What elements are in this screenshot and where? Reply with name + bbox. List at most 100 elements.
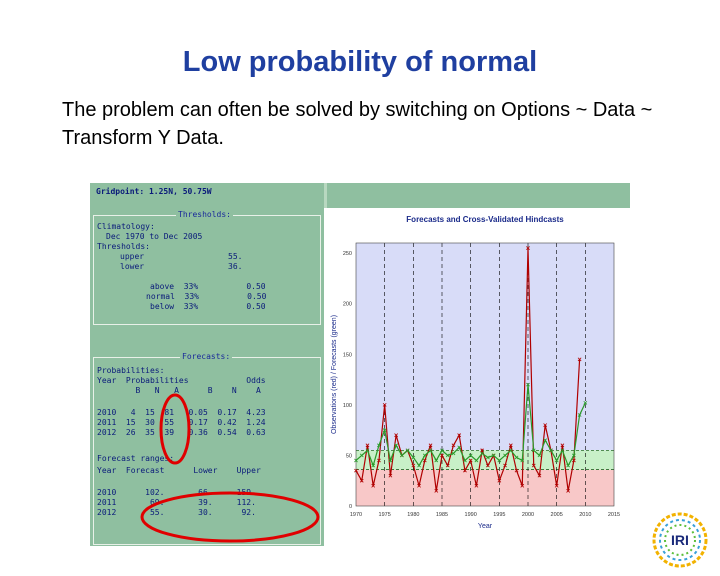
- series-0-point: [468, 458, 473, 463]
- series-1-point: [577, 413, 582, 417]
- x-tick-label: 1975: [379, 512, 391, 518]
- series-0-point: [365, 443, 370, 448]
- series-1-point: [508, 448, 513, 453]
- series-1-point: [434, 458, 439, 463]
- forecasts-box: Forecasts: Probabilities: Year Probabili…: [93, 352, 321, 545]
- range-row-2012: 2012 55. 30. 92.: [97, 508, 256, 517]
- series-0-point: [417, 483, 421, 488]
- normal-probability-highlight: [159, 393, 191, 465]
- series-1-point: [405, 448, 410, 453]
- x-axis-label: Year: [478, 523, 493, 530]
- series-1-point: [428, 448, 433, 453]
- iri-logo-icon: IRI: [652, 512, 708, 568]
- thresholds-heading: Thresholds:: [176, 210, 233, 220]
- series-1-point: [468, 453, 473, 458]
- forecasts-heading: Forecasts:: [180, 352, 233, 362]
- series-0-point: [434, 488, 439, 493]
- series-0-point: [394, 433, 399, 438]
- series-1-point: [497, 458, 502, 463]
- series-1-point: [554, 458, 559, 463]
- series-0-point: [463, 468, 467, 473]
- y-tick-label: 150: [343, 352, 352, 358]
- series-1-point: [474, 458, 479, 463]
- series-0-point: [411, 463, 416, 468]
- probabilities-subheader: B N A B N A: [97, 386, 261, 395]
- series-0-point: [526, 246, 530, 250]
- series-0-point: [457, 433, 462, 438]
- below-normal-band: [356, 469, 614, 506]
- series-0-point: [577, 357, 582, 362]
- forecast-ranges-label: Forecast ranges:: [97, 454, 175, 463]
- series-0-point: [371, 483, 376, 488]
- chart-panel: Forecasts and Cross-Validated Hindcasts 1…: [324, 208, 630, 546]
- y-tick-label: 250: [343, 251, 352, 257]
- series-1-point: [514, 455, 519, 460]
- series-1-point: [571, 453, 576, 458]
- series-1-point: [463, 458, 467, 463]
- upper-value: 55.: [228, 252, 243, 261]
- series-1-point: [566, 463, 571, 468]
- y-tick-label: 200: [343, 302, 352, 308]
- thresholds-box: Thresholds: Climatology: Dec 1970 to Dec…: [93, 210, 321, 325]
- series-1-point: [440, 448, 444, 453]
- series-1-point: [445, 453, 450, 458]
- series-1-point: [354, 458, 358, 463]
- series-1-point: [394, 443, 399, 448]
- series-1-point: [365, 448, 370, 453]
- probabilities-label: Probabilities:: [97, 366, 165, 375]
- series-0-point: [554, 483, 559, 488]
- series-0-point: [560, 443, 565, 448]
- x-tick-label: 1990: [465, 512, 477, 518]
- series-1-point: [382, 428, 387, 433]
- svg-text:IRI: IRI: [671, 532, 689, 548]
- y-tick-label: 100: [343, 403, 352, 409]
- series-0-point: [543, 423, 548, 427]
- forecast-ranges-highlight: [140, 491, 320, 543]
- slide-title: Low probability of normal: [182, 46, 538, 78]
- series-1-point: [480, 451, 485, 456]
- series-1-point: [560, 448, 565, 453]
- series-1-point: [377, 443, 381, 448]
- y-tick-label: 0: [349, 504, 352, 510]
- climatology-label: Climatology:: [97, 222, 155, 231]
- series-1-point: [537, 453, 542, 458]
- results-panel: Gridpoint: 1.25N, 50.75W Thresholds: Cli…: [90, 183, 324, 546]
- series-1-point: [451, 451, 456, 456]
- normal-band: [356, 450, 614, 470]
- category-row-above: above 33% 0.50: [150, 282, 266, 291]
- series-1-point: [531, 448, 536, 453]
- gridpoint-label: Gridpoint: 1.25N, 50.75W: [96, 187, 212, 196]
- x-tick-label: 1985: [436, 512, 448, 518]
- series-1-point: [583, 400, 588, 405]
- series-1-point: [503, 453, 507, 458]
- series-0-point: [354, 468, 358, 473]
- series-1-point: [411, 455, 416, 460]
- series-1-point: [526, 382, 530, 387]
- series-1-point: [520, 458, 525, 463]
- series-1-point: [359, 453, 364, 458]
- series-0-point: [422, 458, 427, 463]
- series-1-point: [371, 463, 376, 468]
- above-normal-band: [356, 243, 614, 451]
- plot-frame: [355, 242, 615, 507]
- series-1-point: [417, 463, 421, 468]
- probabilities-header: Year Probabilities Odds: [97, 376, 266, 385]
- series-0-point: [445, 463, 450, 468]
- climatology-period: Dec 1970 to Dec 2005: [106, 232, 203, 241]
- x-tick-label: 2000: [522, 512, 534, 518]
- series-0-point: [485, 463, 490, 468]
- series-1-point: [422, 453, 427, 458]
- x-tick-label: 2005: [551, 512, 563, 518]
- x-tick-label: 2010: [579, 512, 591, 518]
- lower-label: lower: [120, 262, 145, 271]
- series-1-point: [491, 453, 496, 458]
- series-0-point: [531, 463, 536, 468]
- x-tick-label: 1980: [407, 512, 419, 518]
- forecast-row-2010: 2010 4 15 81 0.05 0.17 4.23: [97, 408, 266, 417]
- y-tick-label: 50: [346, 453, 352, 459]
- chart-title: Forecasts and Cross-Validated Hindcasts: [406, 215, 564, 224]
- series-0-point: [503, 463, 507, 468]
- application-screenshot: Gridpoint: 1.25N, 50.75W Thresholds: Cli…: [90, 183, 630, 546]
- x-tick-label: 2015: [608, 512, 620, 518]
- x-tick-label: 1995: [493, 512, 505, 518]
